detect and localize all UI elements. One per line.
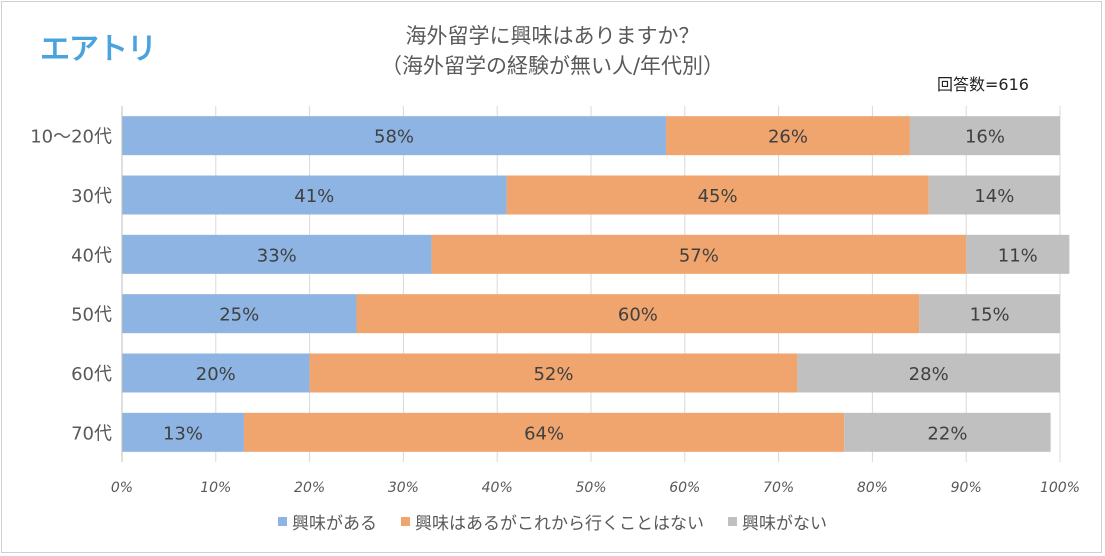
bar-segment	[356, 294, 920, 334]
bar-segment	[122, 294, 357, 334]
bar-segment	[919, 294, 1060, 334]
bar-segment	[122, 175, 507, 215]
legend-label-series1: 興味がある	[292, 514, 377, 534]
x-tick-label: 30%	[388, 480, 419, 496]
data-label: 25%	[219, 305, 259, 326]
bar-segment	[122, 116, 667, 156]
data-label: 33%	[257, 245, 297, 266]
bar-segment	[666, 116, 910, 156]
x-tick-label: 70%	[763, 480, 794, 496]
bar-segment	[122, 353, 310, 393]
x-tick-label: 60%	[669, 480, 700, 496]
chart-title: 海外留学に興味はありますか？	[405, 24, 700, 48]
data-label: 60%	[618, 305, 658, 326]
y-tick-label: 40代	[71, 245, 112, 266]
bar-segment	[309, 353, 798, 393]
bar-segment	[928, 175, 1060, 215]
x-tick-label: 40%	[482, 480, 513, 496]
x-tick-label: 0%	[111, 480, 133, 496]
bar-segment	[122, 234, 432, 274]
legend-label-series2: 興味はあるがこれから行くことはない	[415, 514, 704, 534]
x-tick-label: 80%	[857, 480, 888, 496]
bar-segment	[243, 412, 845, 452]
y-tick-label: 10〜20代	[30, 127, 112, 148]
x-tick-label: 20%	[294, 480, 325, 496]
legend-swatch-series3	[728, 517, 737, 526]
bar-segment	[797, 353, 1060, 393]
legend-item-series3: 興味がない	[728, 509, 827, 534]
y-tick-label: 70代	[71, 423, 112, 444]
x-tick-label: 90%	[951, 480, 982, 496]
legend: 興味がある 興味はあるがこれから行くことはない 興味がない	[0, 509, 1105, 534]
bar-segment	[122, 412, 244, 452]
data-label: 64%	[524, 423, 564, 444]
data-label: 41%	[294, 186, 334, 207]
legend-item-series1: 興味がある	[278, 509, 377, 534]
data-label: 22%	[927, 423, 967, 444]
data-label: 20%	[196, 364, 236, 385]
chart-subtitle: （海外留学の経験が無い人/年代別）	[380, 54, 725, 78]
x-tick-label: 50%	[575, 480, 606, 496]
data-label: 52%	[533, 364, 573, 385]
brand-logo: エアトリ	[40, 32, 157, 67]
bar-segment	[506, 175, 929, 215]
x-tick-label: 10%	[200, 480, 231, 496]
data-label: 28%	[909, 364, 949, 385]
bar-segment	[431, 234, 967, 274]
bar-segment	[966, 234, 1070, 274]
y-tick-label: 30代	[71, 186, 112, 207]
legend-swatch-series2	[401, 517, 410, 526]
data-label: 14%	[974, 186, 1014, 207]
respondent-count: 回答数=616	[937, 75, 1029, 94]
x-tick-label: 100%	[1040, 480, 1080, 496]
y-tick-label: 60代	[71, 364, 112, 385]
legend-swatch-series1	[278, 517, 287, 526]
data-label: 15%	[970, 305, 1010, 326]
data-label: 26%	[768, 127, 808, 148]
legend-item-series2: 興味はあるがこれから行くことはない	[401, 509, 704, 534]
data-label: 58%	[374, 127, 414, 148]
data-label: 16%	[965, 127, 1005, 148]
bar-segment	[844, 412, 1051, 452]
data-label: 45%	[698, 186, 738, 207]
data-label: 13%	[163, 423, 203, 444]
legend-label-series3: 興味がない	[742, 514, 827, 534]
data-label: 11%	[998, 245, 1038, 266]
data-label: 57%	[679, 245, 719, 266]
bar-segment	[909, 116, 1060, 156]
y-tick-label: 50代	[71, 305, 112, 326]
